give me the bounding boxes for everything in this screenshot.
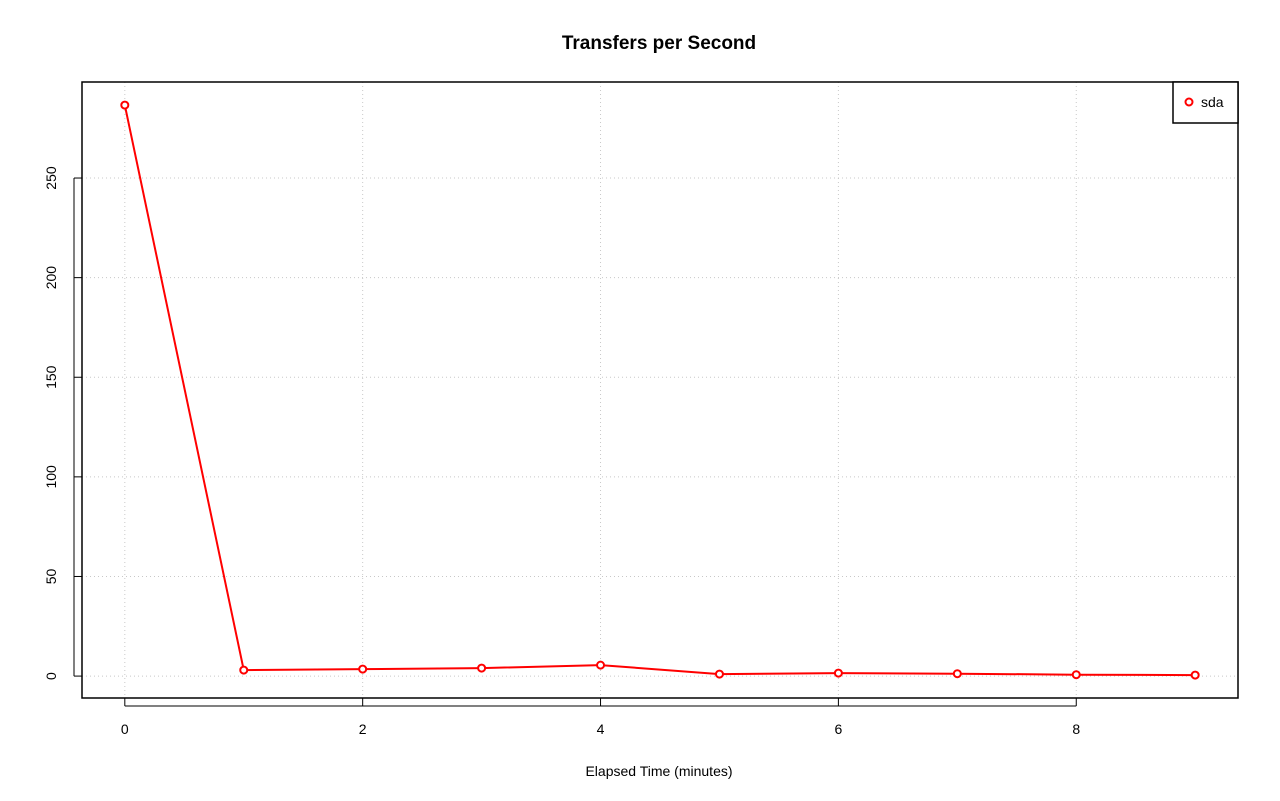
y-tick-label: 50 [43,568,59,584]
y-tick-label: 250 [43,166,59,190]
plot-frame [81,81,1239,699]
x-axis-label: Elapsed Time (minutes) [585,763,732,779]
data-point [596,660,606,670]
x-tick-label: 8 [1072,721,1080,737]
data-point [714,669,724,679]
x-tick-label: 0 [121,721,129,737]
data-point [120,100,130,110]
legend-box [1172,81,1239,124]
x-tick-label: 2 [359,721,367,737]
data-point [477,663,487,673]
legend-label: sda [1201,94,1224,110]
y-tick-label: 0 [43,672,59,680]
chart-title: Transfers per Second [562,33,756,54]
y-tick-label: 150 [43,365,59,389]
data-point [1071,670,1081,680]
data-point [1190,670,1200,680]
y-tick-label: 100 [43,465,59,489]
x-tick-label: 4 [597,721,605,737]
y-tick-label: 200 [43,266,59,290]
data-point [833,668,843,678]
data-point [239,665,249,675]
series-line [123,104,1196,677]
data-point [952,669,962,679]
data-point [358,664,368,674]
legend-marker [1184,97,1194,107]
x-tick-label: 6 [834,721,842,737]
